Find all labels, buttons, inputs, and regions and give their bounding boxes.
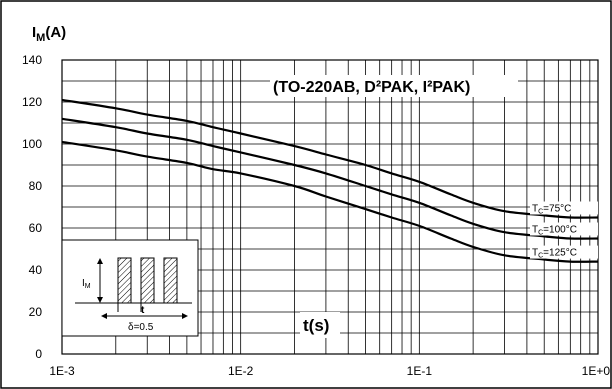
y-tick-label: 140 xyxy=(22,53,42,67)
period-arrow-head-left xyxy=(101,313,107,319)
chart-title-box xyxy=(270,75,518,97)
y-tick-label: 0 xyxy=(35,347,42,361)
x-tick-label: 1E+0 xyxy=(582,364,611,378)
y-tick-label: 20 xyxy=(29,305,43,319)
x-tick-label: 1E-3 xyxy=(49,364,75,378)
y-tick-label: 40 xyxy=(29,263,43,277)
inset-duty-label: δ=0.5 xyxy=(128,322,154,333)
y-tick-labels: 0 20 40 60 80 100 120 140 xyxy=(22,53,42,361)
series-label-3: TC=125°C xyxy=(532,248,577,260)
pulse-waveform-inset: IM t δ=0.5 xyxy=(61,239,199,337)
x-tick-label: 1E-1 xyxy=(407,364,433,378)
series-labels: TC=75°C TC=100°C TC=125°C xyxy=(530,201,598,260)
inset-period-label: t xyxy=(141,305,145,316)
amplitude-arrow-head-top xyxy=(97,258,103,264)
period-arrow-head-right xyxy=(182,313,188,319)
chart-title: (TO-220AB, D²PAK, I²PAK) xyxy=(273,79,470,96)
inset-current-label: IM xyxy=(82,278,91,290)
series-line-3 xyxy=(61,140,599,263)
series-label-bg xyxy=(530,201,598,215)
series-label-bg xyxy=(530,222,598,236)
pulse-1 xyxy=(117,257,132,304)
pulse-2 xyxy=(140,257,155,304)
series-line-2 xyxy=(61,117,599,240)
pulse-3 xyxy=(163,257,178,304)
x-tick-label: 1E-2 xyxy=(228,364,254,378)
series-lines xyxy=(61,98,599,263)
y-tick-label: 80 xyxy=(29,179,43,193)
x-tick-labels: 1E-3 1E-2 1E-1 1E+0 xyxy=(49,364,610,378)
x-axis-title: t(s) xyxy=(303,316,329,335)
series-line-1 xyxy=(61,98,599,219)
y-tick-label: 120 xyxy=(22,95,42,109)
series-label-2: TC=100°C xyxy=(532,225,577,237)
y-tick-label: 60 xyxy=(29,221,43,235)
x-axis-title-box xyxy=(300,312,340,338)
series-label-bg xyxy=(530,245,598,259)
amplitude-arrow-head-bottom xyxy=(97,297,103,303)
series-label-1: TC=75°C xyxy=(532,204,571,216)
y-axis-title: IM(A) xyxy=(32,24,66,44)
y-tick-label: 100 xyxy=(22,137,42,151)
